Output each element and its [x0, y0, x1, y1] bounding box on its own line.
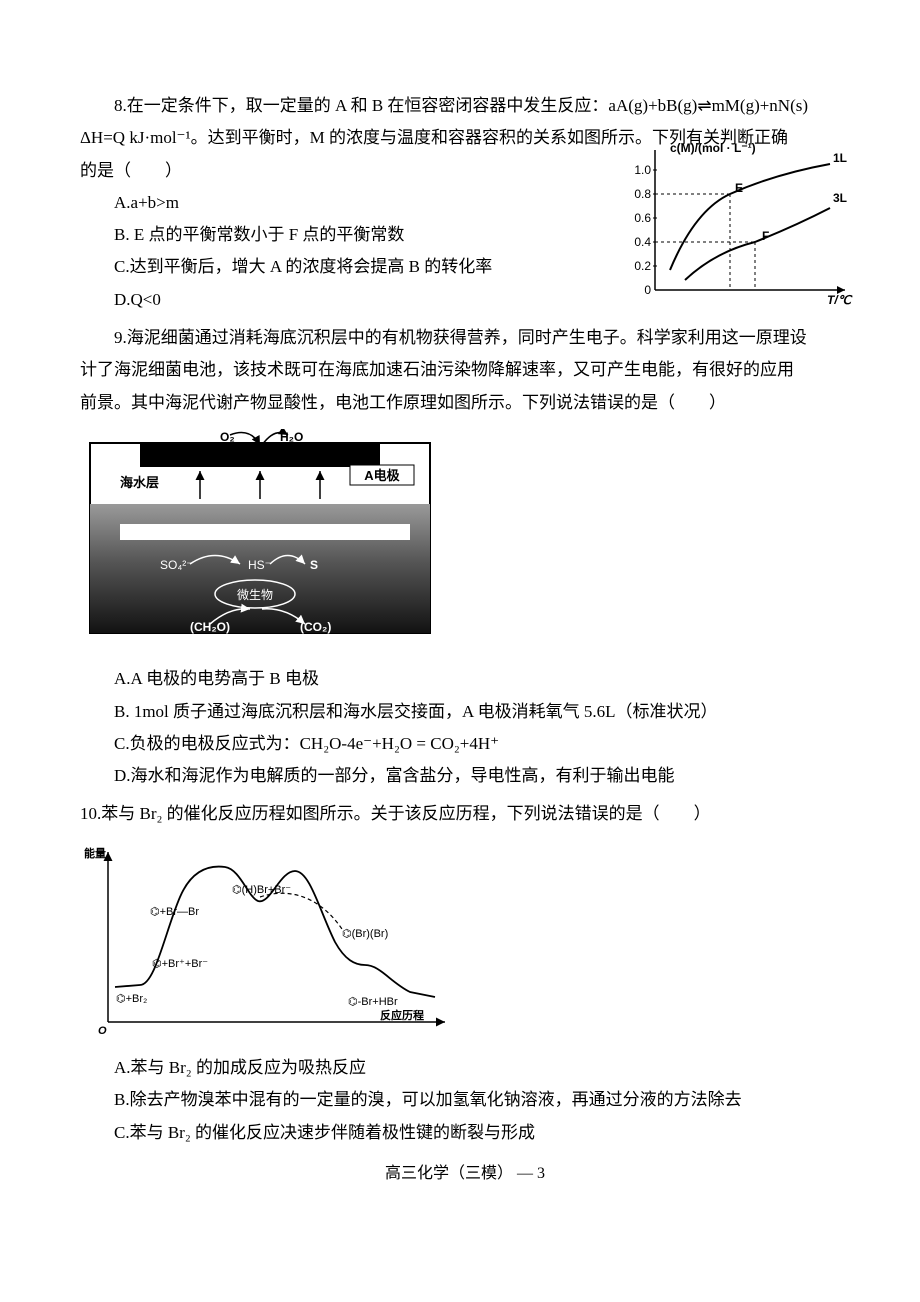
q9-stem-line1: 9.海泥细菌通过消耗海底沉积层中的有机物获得营养，同时产生电子。科学家利用这一原…: [80, 322, 850, 354]
q10-xlabel: 反应历程: [380, 1008, 424, 1022]
q10-stem: 10.苯与 Br₂ 的催化反应历程如图所示。关于该反应历程，下列说法错误的是（ …: [80, 798, 850, 830]
q8-ytick-4: 0.8: [634, 187, 651, 201]
q10-species-0: ⌬+Br₂: [116, 993, 147, 1005]
q9-stem-line2: 计了海泥细菌电池，该技术既可在海底加速石油污染物降解速率，又可产生电能，有很好的…: [80, 354, 850, 386]
q8-ylabel: c(M)/(mol · L⁻¹): [670, 141, 756, 155]
q8-point-e: E: [735, 181, 743, 195]
q9-stem-line3: 前景。其中海泥代谢产物显酸性，电池工作原理如图所示。下列说法错误的是（ ）: [80, 387, 850, 419]
q10-option-b: B.除去产物溴苯中混有的一定量的溴，可以加氢氧化钠溶液，再通过分液的方法除去: [114, 1084, 850, 1116]
q10-species-5: ⌬-Br+HBr: [348, 996, 398, 1008]
q10-species-3: ⌬(H)Br+Br⁻: [232, 884, 291, 896]
q9-sea-layer-label: 海水层: [120, 475, 159, 490]
q8-ytick-5: 1.0: [634, 163, 651, 177]
q9-o2-label: O₂: [220, 430, 235, 444]
q9-option-a: A.A 电极的电势高于 B 电极: [114, 663, 850, 695]
q10-option-a: A.苯与 Br₂ 的加成反应为吸热反应: [114, 1052, 850, 1084]
question-10: 10.苯与 Br₂ 的催化反应历程如图所示。关于该反应历程，下列说法错误的是（ …: [80, 798, 850, 1148]
q10-species-1: ⌬+Br⁺+Br⁻: [152, 958, 208, 970]
page-footer: 高三化学（三模） — 3: [80, 1159, 850, 1189]
q10-species-2: ⌬+Br—Br: [150, 906, 199, 918]
q8-ytick-2: 0.4: [634, 235, 651, 249]
q9-microbe-label: 微生物: [237, 588, 273, 602]
q9-s-label: S: [310, 558, 318, 572]
q9-a-electrode-label: A电极: [364, 468, 400, 483]
q8-graph: 0 0.2 0.4 0.6 0.8 1.0 c(M)/(mol · L⁻¹) T…: [615, 140, 860, 310]
q9-h2o-label: H₂O: [280, 430, 303, 444]
q9-co2-label: (CO₂): [300, 620, 331, 634]
q10-ylabel: 能量: [84, 846, 106, 860]
q9-figure: A电极 海水层 O₂ H₂O SO₄²⁻ HS⁻ S 微生物: [80, 429, 440, 644]
q10-origin: O: [98, 1025, 107, 1037]
q10-species-4: ⌬(Br)(Br): [342, 928, 388, 940]
q10-option-c: C.苯与 Br₂ 的催化反应决速步伴随着极性键的断裂与形成: [114, 1117, 850, 1149]
q8-xlabel: T/℃: [827, 293, 853, 307]
q8-point-f: F: [762, 229, 769, 243]
q9-option-c: C.负极的电极反应式为：CH₂O-4e⁻+H₂O = CO₂+4H⁺: [114, 728, 850, 760]
q9-ch2o-label: (CH₂O): [190, 620, 230, 634]
q8-ytick-0: 0: [644, 283, 651, 297]
q9-so4-label: SO₄²⁻: [160, 558, 193, 572]
question-8: 8.在一定条件下，取一定量的 A 和 B 在恒容密闭容器中发生反应：aA(g)+…: [80, 90, 850, 316]
q9-option-b: B. 1mol 质子通过海底沉积层和海水层交接面，A 电极消耗氧气 5.6L（标…: [114, 696, 850, 728]
q10-graph: 能量 反应历程 ⌬+Br₂ ⌬+Br⁺+Br⁻ ⌬+Br—Br ⌬(H)Br+B…: [80, 837, 460, 1037]
q8-curve2-label: 3L: [833, 191, 847, 205]
q9-option-d: D.海水和海泥作为电解质的一部分，富含盐分，导电性高，有利于输出电能: [114, 760, 850, 792]
q8-ytick-1: 0.2: [634, 259, 651, 273]
question-9: 9.海泥细菌通过消耗海底沉积层中的有机物获得营养，同时产生电子。科学家利用这一原…: [80, 322, 850, 792]
q8-curve1-label: 1L: [833, 151, 847, 165]
q8-ytick-3: 0.6: [634, 211, 651, 225]
q9-hs-label: HS⁻: [248, 558, 271, 572]
q8-stem-line1: 8.在一定条件下，取一定量的 A 和 B 在恒容密闭容器中发生反应：aA(g)+…: [80, 90, 850, 122]
